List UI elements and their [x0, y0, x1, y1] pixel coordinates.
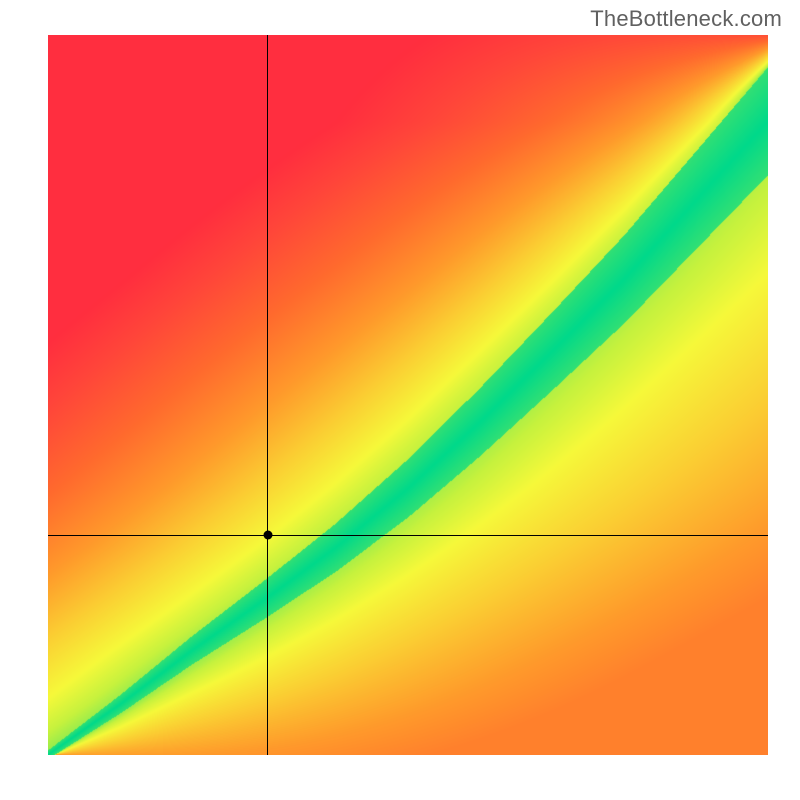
- heatmap-canvas: [48, 35, 768, 755]
- bottleneck-heatmap: [48, 35, 768, 755]
- watermark-text: TheBottleneck.com: [590, 6, 782, 32]
